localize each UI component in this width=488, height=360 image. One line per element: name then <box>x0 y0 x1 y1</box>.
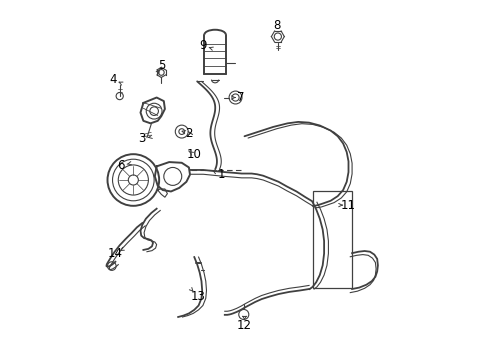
Text: 6: 6 <box>117 159 124 172</box>
Text: 10: 10 <box>186 148 202 161</box>
Text: 3: 3 <box>138 132 146 145</box>
Text: 14: 14 <box>108 247 122 260</box>
Text: 12: 12 <box>237 319 251 332</box>
Text: 2: 2 <box>185 127 192 140</box>
Text: 13: 13 <box>190 290 205 303</box>
Text: 9: 9 <box>199 39 206 52</box>
Text: 7: 7 <box>237 91 244 104</box>
Text: 1: 1 <box>217 168 224 181</box>
Text: 4: 4 <box>110 73 117 86</box>
Text: 8: 8 <box>272 19 280 32</box>
Text: 11: 11 <box>340 199 355 212</box>
Text: 5: 5 <box>158 59 165 72</box>
Bar <box>312 191 351 288</box>
